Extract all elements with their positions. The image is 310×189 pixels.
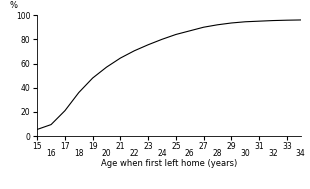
Y-axis label: %: % — [10, 1, 17, 10]
X-axis label: Age when first left home (years): Age when first left home (years) — [101, 159, 237, 168]
